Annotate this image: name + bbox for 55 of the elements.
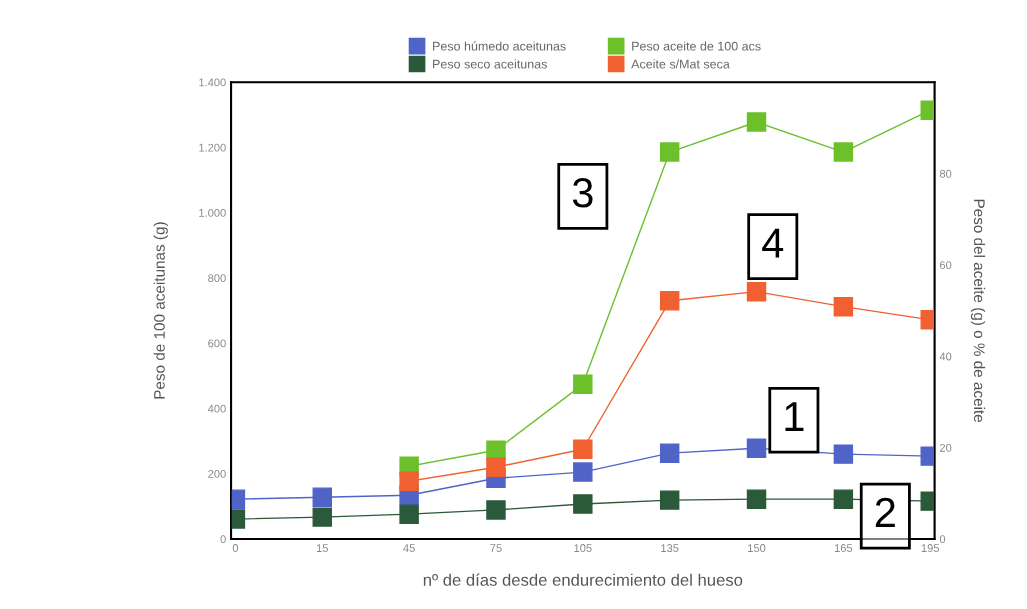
point (746, 438, 767, 458)
point (659, 291, 680, 311)
point (746, 489, 767, 509)
point (573, 439, 593, 459)
annotation: 2 (875, 497, 895, 527)
point (833, 489, 854, 509)
point (746, 112, 767, 132)
y2-tick-label: 0 (939, 535, 946, 544)
y-tick-label: 400 (207, 404, 226, 413)
x-tick-label: 165 (834, 544, 853, 552)
x-tick-label: 105 (574, 544, 592, 552)
legend-label: Peso húmedo aceitunas (433, 41, 566, 51)
x-tick-label: 195 (921, 544, 940, 552)
point (399, 504, 419, 524)
point (573, 374, 593, 395)
x-tick-label: 45 (403, 544, 415, 552)
point (399, 471, 419, 491)
point (833, 296, 854, 317)
x-tick-label: 75 (490, 544, 502, 552)
point (659, 490, 680, 510)
y-tick-label: 800 (208, 274, 226, 283)
x-tick-label: 15 (316, 544, 328, 552)
annotation: 3 (572, 178, 593, 208)
y-tick-label: 200 (208, 469, 226, 478)
point (573, 462, 593, 482)
y2-axis-title: Peso del aceite (g) o % de aceite (970, 199, 986, 423)
y2-tick-label: 60 (940, 261, 952, 270)
point (573, 494, 593, 514)
legend-label: Peso seco aceitunas (433, 59, 547, 69)
point (659, 443, 680, 463)
legend-label: Aceite s/Mat seca (631, 59, 730, 69)
annotation: 4 (762, 228, 784, 258)
x-tick-label: 135 (661, 544, 679, 552)
point (659, 142, 680, 162)
x-tick-label: 150 (748, 544, 766, 552)
y2-tick-label: 80 (939, 169, 952, 178)
y2-tick-label: 20 (939, 443, 952, 452)
annotation: 1 (785, 402, 804, 431)
y-tick-label: 1.200 (199, 143, 226, 152)
point (486, 457, 506, 477)
y-axis-title: Peso de 100 aceitunas (g) (153, 222, 168, 399)
legend-label: Peso aceite de 100 acs (632, 41, 761, 51)
y2-tick-label: 40 (939, 352, 952, 361)
x-axis-title: nº de días desde endurecimiento del hueso (423, 573, 743, 586)
y-tick-label: 0 (220, 535, 226, 544)
y-tick-label: 600 (208, 339, 226, 348)
y-tick-label: 1.400 (199, 78, 226, 87)
point (312, 487, 332, 507)
y-tick-label: 1.000 (199, 208, 226, 217)
point (833, 444, 854, 464)
point (312, 507, 332, 527)
point (746, 281, 767, 302)
point (833, 142, 854, 162)
x-tick-label: 0 (232, 544, 239, 552)
point (486, 500, 506, 520)
